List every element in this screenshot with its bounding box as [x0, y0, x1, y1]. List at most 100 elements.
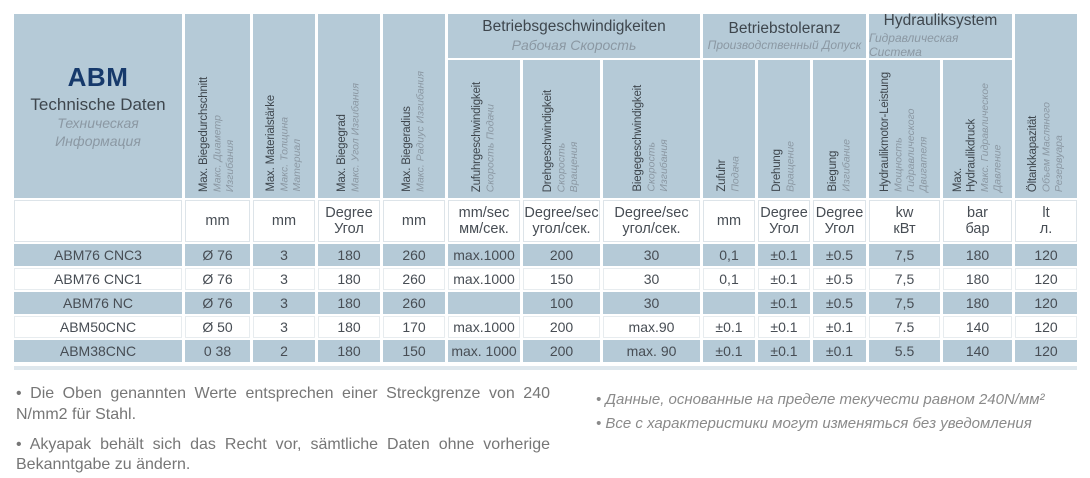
vertical-text: Hydraulikmotor-Leistung Мощность Гидравли… [879, 72, 930, 192]
vertical-text: Max. Materialstärke Макс. Толщина Материа… [265, 95, 303, 192]
unit-cell: Degree/sec угол/сек. [523, 200, 600, 242]
footnote-item: Akyapak behält sich das Recht vor, sämtl… [16, 435, 550, 477]
value-cell: 180 [318, 340, 380, 362]
table-title-de: Technische Daten [30, 94, 166, 114]
group-label-ru: Гидравлическая Система [869, 30, 959, 60]
model-cell: ABM76 CNC1 [14, 268, 182, 290]
table-bottom-strip [14, 366, 1077, 370]
value-cell: 140 [943, 316, 1012, 338]
value-cell: max.90 [603, 316, 700, 338]
value-cell: ±0.1 [813, 340, 866, 362]
vertical-text: Max. Biegegrad Макс. Угол Изгибания [336, 83, 362, 192]
value-cell: 260 [383, 244, 445, 266]
value-cell: 7,5 [869, 292, 940, 314]
value-cell: ±0.1 [758, 268, 810, 290]
value-cell: 180 [943, 268, 1012, 290]
column-header-max-materialstaerke: Max. Materialstärke Макс. Толщина Материа… [253, 14, 315, 198]
unit-cell: Degree Угол [758, 200, 810, 242]
column-label-ru: Скорость Изгибания [645, 139, 671, 192]
column-label-de: Zufuhr [716, 159, 729, 192]
column-label-de: Max. Hydraulikdruck [951, 118, 978, 192]
value-cell: 180 [318, 316, 380, 338]
group-label-de: Betriebstoleranz [728, 19, 841, 37]
column-header-hydraulikmotor-leistung: Hydraulikmotor-Leistung Мощность Гидравли… [869, 60, 940, 198]
value-cell: ±0.1 [758, 244, 810, 266]
value-cell: 120 [1015, 316, 1077, 338]
vertical-text: Biegegeschwindigkeit Скорость Изгибания [632, 85, 670, 192]
column-label-ru: Макс. Диаметр Изгибания [211, 114, 237, 192]
unit-cell: kw кВт [869, 200, 940, 242]
value-cell: 3 [253, 268, 315, 290]
vertical-text: Zufuhr Подача [716, 156, 742, 192]
value-cell: ±0.1 [758, 316, 810, 338]
value-cell: 30 [603, 268, 700, 290]
group-label-ru: Рабочая Скорость [511, 36, 637, 53]
column-label-ru: Скорость Вращения [555, 141, 581, 192]
column-label-de: Max. Materialstärke [264, 95, 277, 192]
column-header-max-biegedurchschnitt: Max. Biegedurchschnitt Макс. Диаметр Изги… [185, 14, 250, 198]
value-cell: 150 [383, 340, 445, 362]
value-cell: 150 [523, 268, 600, 290]
value-cell: 30 [603, 244, 700, 266]
column-label-de: Max. Biegegrad [336, 114, 349, 192]
column-header-oeltankkapazitaet: Öltankkapazität Объем Масляного Резервуар… [1015, 14, 1077, 198]
value-cell: 30 [603, 292, 700, 314]
value-cell: 7,5 [869, 244, 940, 266]
value-cell: 100 [523, 292, 600, 314]
vertical-text: Max. Biegedurchschnitt Макс. Диаметр Изги… [198, 77, 236, 192]
value-cell: 180 [943, 244, 1012, 266]
table-title-ru: Техническая Информация [55, 115, 141, 149]
vertical-text: Öltankkapazität Объем Масляного Резервуар… [1027, 102, 1065, 192]
column-label-ru: Скорость Подачи [484, 103, 497, 192]
value-cell: ±0.1 [813, 316, 866, 338]
value-cell: max. 1000 [448, 340, 520, 362]
value-cell: 120 [1015, 292, 1077, 314]
column-label-de: Drehung [771, 149, 784, 192]
column-label-de: Hydraulikmotor-Leistung [879, 71, 892, 192]
value-cell: ±0.5 [813, 268, 866, 290]
value-cell: 180 [318, 244, 380, 266]
value-cell: 260 [383, 268, 445, 290]
model-cell: ABM50CNC [14, 316, 182, 338]
column-label-de: Drehgeschwindigkeit [542, 89, 555, 192]
footnote-item: Die Oben genannten Werte entsprechen ein… [16, 384, 550, 426]
value-cell: Ø 76 [185, 292, 250, 314]
unit-cell: mm [185, 200, 250, 242]
value-cell: 120 [1015, 268, 1077, 290]
column-label-de: Öltankkapazität [1026, 115, 1039, 192]
value-cell: Ø 50 [185, 316, 250, 338]
brand-title: ABM [67, 61, 129, 92]
vertical-text: Drehgeschwindigkeit Скорость Вращения [542, 90, 580, 192]
value-cell: 200 [523, 244, 600, 266]
column-label-ru: Макс. Радиус Изгибания [414, 71, 427, 192]
unit-cell: Degree Угол [318, 200, 380, 242]
group-header-betriebstoleranz: Betriebstoleranz Производственный Допуск [703, 14, 866, 58]
vertical-text: Max. Biegeradius Макс. Радиус Изгибания [401, 71, 427, 192]
value-cell: ±0.5 [813, 244, 866, 266]
column-label-ru: Макс. Гидравлическое Давление [978, 82, 1004, 192]
value-cell: 0,1 [703, 244, 755, 266]
column-label-de: Biegung [826, 151, 839, 192]
column-label-ru: Макс. Толщина Материал [278, 117, 303, 192]
value-cell [448, 292, 520, 314]
value-cell [703, 292, 755, 314]
column-label-ru: Мощность Гидравлического Двигателя [892, 108, 930, 192]
unit-cell: Degree/sec угол/сек. [603, 200, 700, 242]
unit-cell: bar бар [943, 200, 1012, 242]
unit-cell: Degree Угол [813, 200, 866, 242]
value-cell: 170 [383, 316, 445, 338]
unit-cell: mm [253, 200, 315, 242]
value-cell: 120 [1015, 244, 1077, 266]
value-cell: 200 [523, 316, 600, 338]
column-label-ru: Вращение [784, 141, 797, 192]
value-cell: 7.5 [869, 316, 940, 338]
column-header-zufuhrgeschwindigkeit: Zufuhrgeschwindigkeit Скорость Подачи [448, 60, 520, 198]
group-header-hydrauliksystem: Hydrauliksystem Гидравлическая Система [869, 12, 1012, 60]
value-cell: 120 [1015, 340, 1077, 362]
column-header-max-hydraulikdruck: Max. Hydraulikdruck Макс. Гидравлическое … [943, 60, 1012, 198]
value-cell: max.1000 [448, 244, 520, 266]
group-label-de: Betriebsgeschwindigkeiten [482, 18, 666, 36]
column-label-ru: Изгибание [840, 139, 853, 192]
value-cell: 180 [318, 268, 380, 290]
value-cell: 200 [523, 340, 600, 362]
